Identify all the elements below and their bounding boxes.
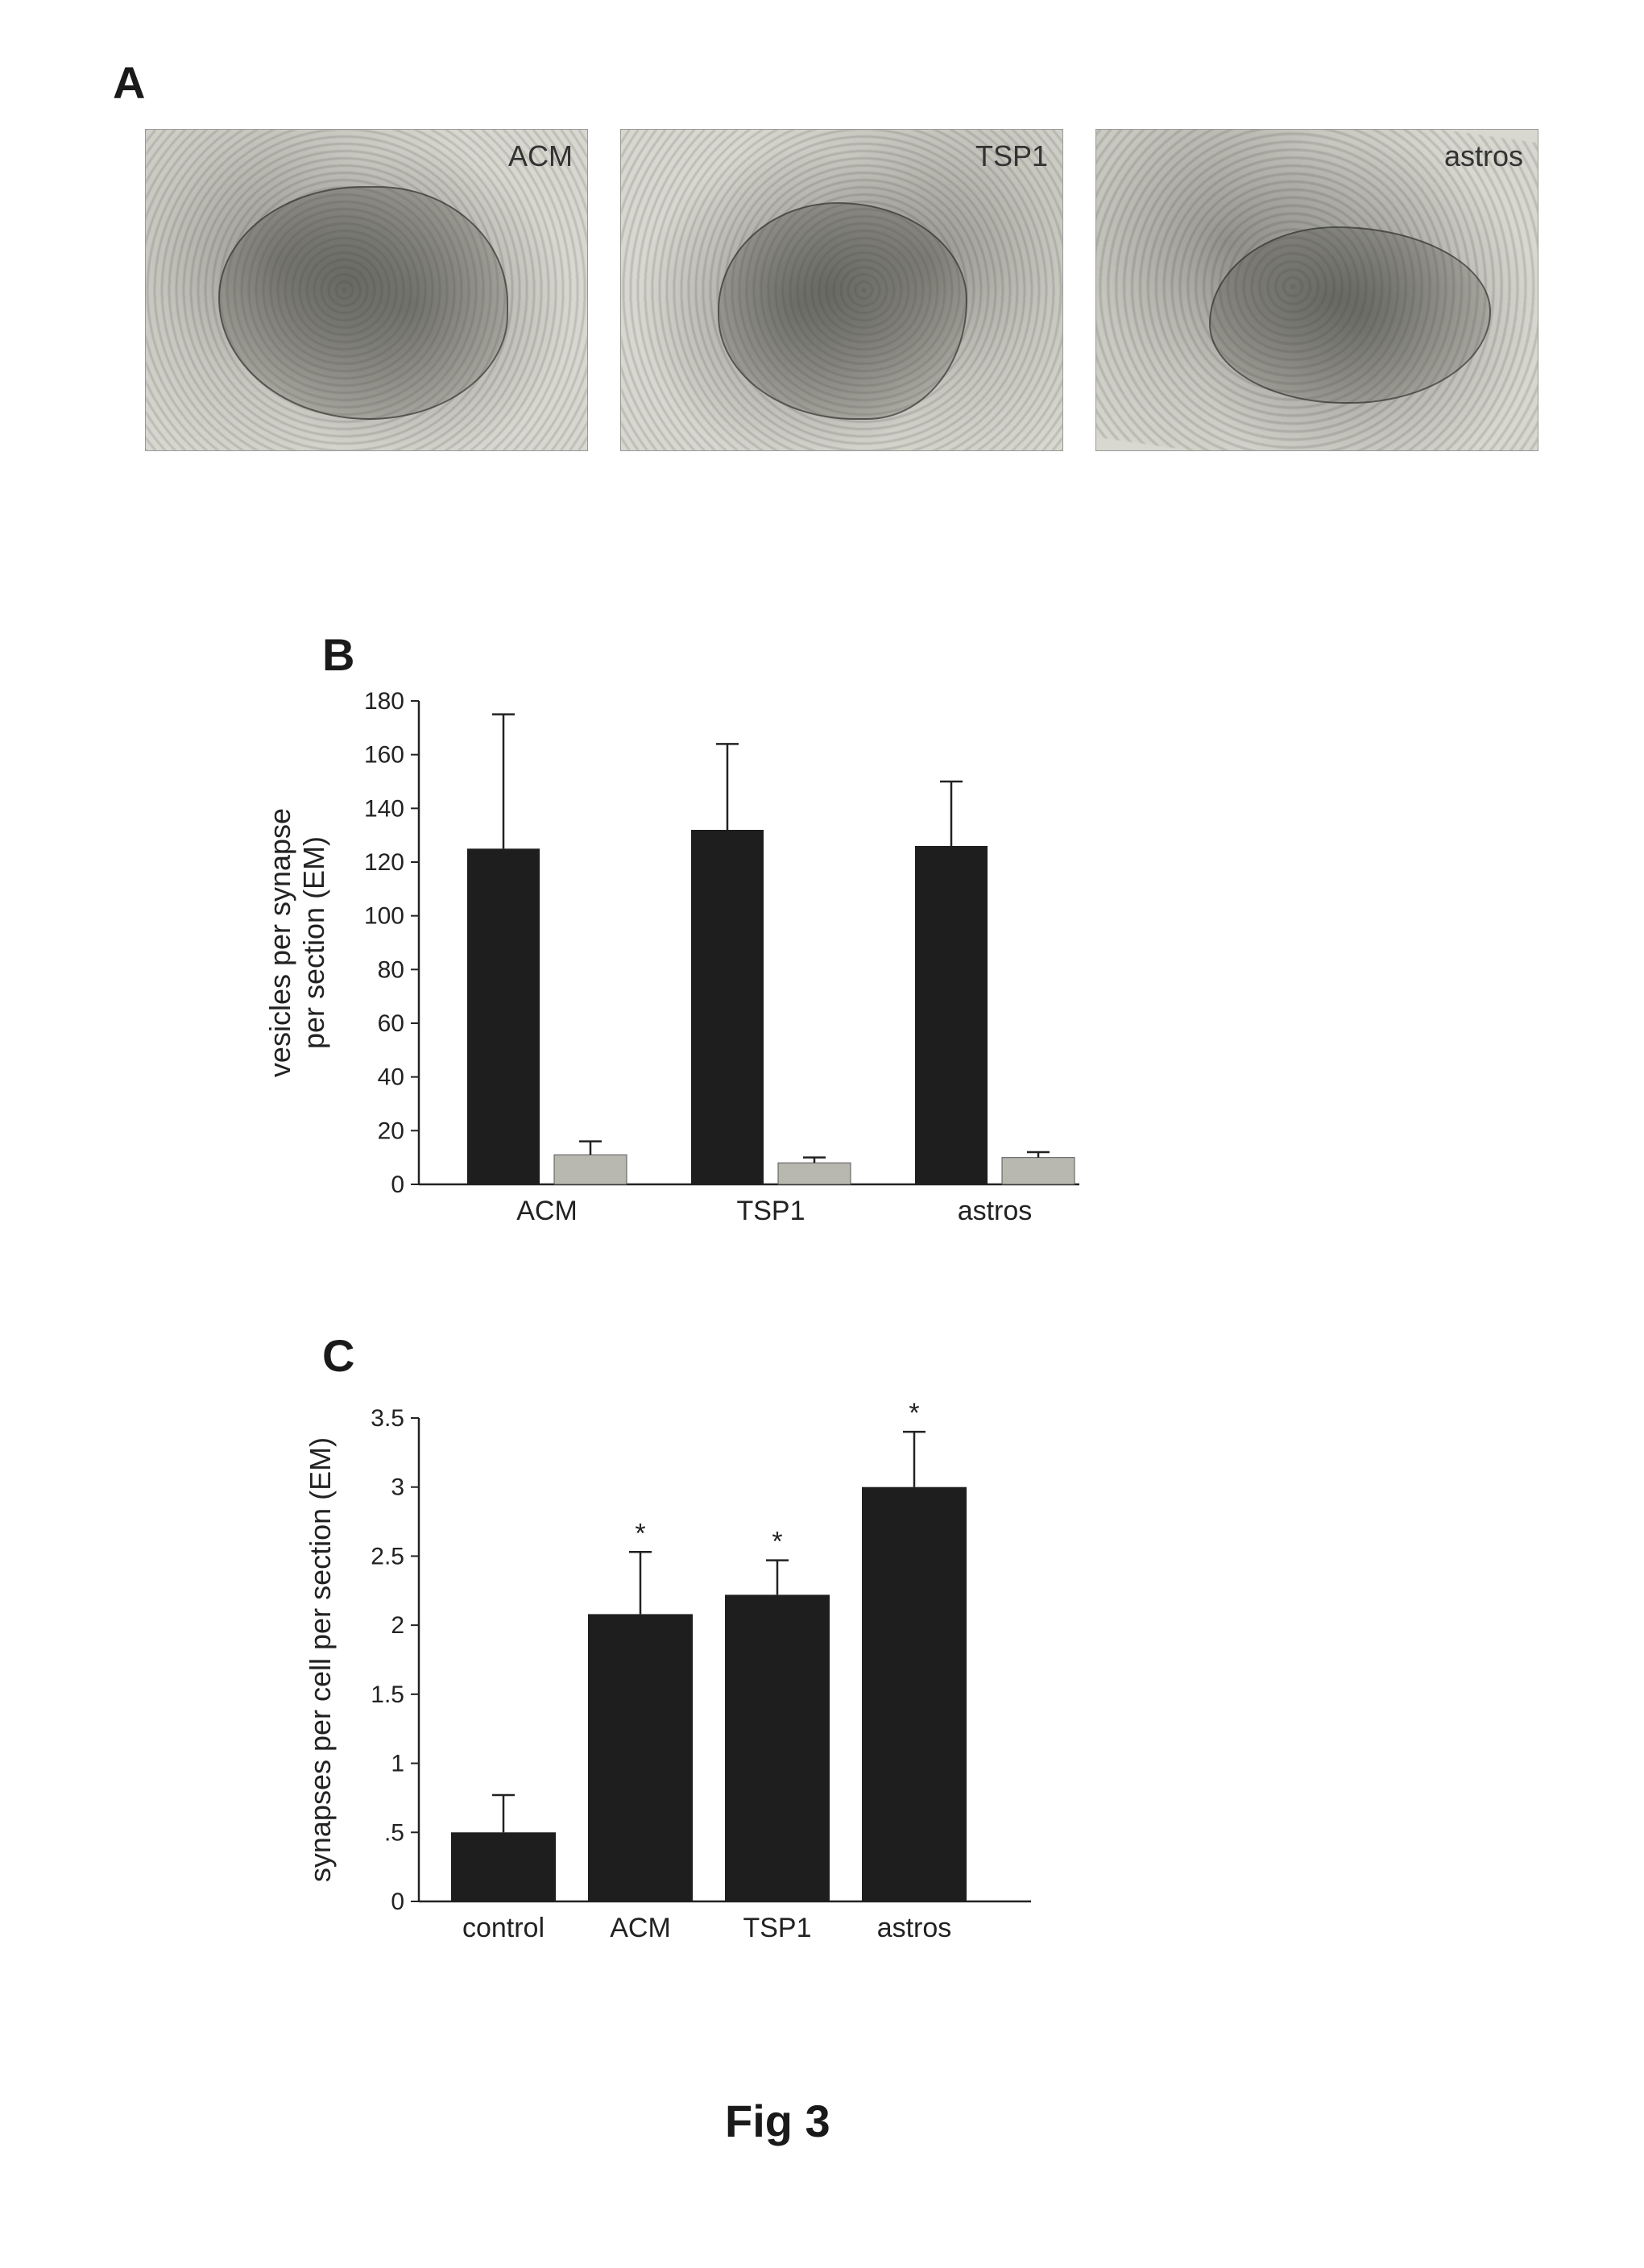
em-label-astros: astros (1444, 139, 1523, 173)
ytick-label: 120 (364, 849, 404, 876)
ytick-label: 100 (364, 903, 404, 930)
em-label-acm: ACM (508, 139, 573, 173)
bar-ACM-total (467, 848, 540, 1184)
category-label: ACM (610, 1913, 671, 1943)
ytick-label: 1.5 (371, 1681, 404, 1708)
ytick-label: 3 (391, 1474, 404, 1501)
panel-b-label: B (322, 628, 354, 681)
bar-TSP1-total (691, 830, 764, 1184)
bar-TSP1 (725, 1594, 830, 1901)
bar-ACM (588, 1614, 693, 1901)
significance-marker: * (635, 1518, 645, 1549)
panel-c-label: C (322, 1329, 354, 1382)
category-label: control (462, 1913, 545, 1943)
ytick-label: 0 (391, 1171, 404, 1198)
em-image-astros: astros (1095, 129, 1538, 451)
y-axis-title-line2: per section (EM) (297, 836, 330, 1049)
ytick-label: 20 (378, 1117, 404, 1144)
category-label: TSP1 (736, 1196, 805, 1226)
significance-marker: * (772, 1527, 782, 1557)
category-label: astros (877, 1913, 952, 1943)
panel-b-chart: 0 20 40 60 80 100 120 140 160 180 vesicles per syn… (258, 685, 1104, 1249)
y-axis-title-line1: vesicles per synapse (263, 808, 296, 1077)
ytick-label: 60 (378, 1010, 404, 1037)
y-axis-title: synapses per cell per section (EM) (304, 1437, 337, 1882)
category-label: ACM (516, 1196, 578, 1226)
ytick-label: 80 (378, 956, 404, 983)
ytick-label: 2 (391, 1612, 404, 1639)
ytick-label: 180 (364, 688, 404, 715)
category-label: TSP1 (743, 1913, 811, 1943)
bar-TSP1-docked (778, 1163, 851, 1184)
bar-astros (862, 1487, 967, 1901)
bar-astros-docked (1002, 1158, 1075, 1184)
em-synapse-blob (1209, 226, 1491, 404)
bar-ACM-docked (554, 1155, 627, 1184)
ytick-label: 3.5 (371, 1405, 404, 1432)
ytick-label: 1 (391, 1751, 404, 1777)
ytick-label: 140 (364, 795, 404, 822)
chart-b-svg: 0 20 40 60 80 100 120 140 160 180 vesicles per syn… (258, 685, 1104, 1249)
bar-astros-total (915, 846, 988, 1184)
em-label-tsp1: TSP1 (975, 139, 1048, 173)
ytick-label: .5 (384, 1819, 404, 1846)
significance-marker: * (909, 1398, 919, 1428)
em-synapse-blob (718, 202, 967, 420)
bar-control (451, 1832, 556, 1901)
panel-a-label: A (113, 56, 145, 109)
em-image-tsp1: TSP1 (620, 129, 1063, 451)
category-label: astros (958, 1196, 1033, 1226)
chart-c-svg: 0 .5 1 1.5 2 2.5 3 3.5 synapses per cell per sec… (290, 1386, 1055, 1966)
ytick-label: 40 (378, 1064, 404, 1091)
ytick-label: 160 (364, 742, 404, 769)
panel-a-images: ACM TSP1 astros (145, 129, 1538, 451)
em-image-acm: ACM (145, 129, 588, 451)
ytick-label: 2.5 (371, 1543, 404, 1569)
figure-caption: Fig 3 (725, 2095, 830, 2147)
ytick-label: 0 (391, 1889, 404, 1915)
panel-c-chart: 0 .5 1 1.5 2 2.5 3 3.5 synapses per cell per sec… (290, 1386, 1055, 1966)
